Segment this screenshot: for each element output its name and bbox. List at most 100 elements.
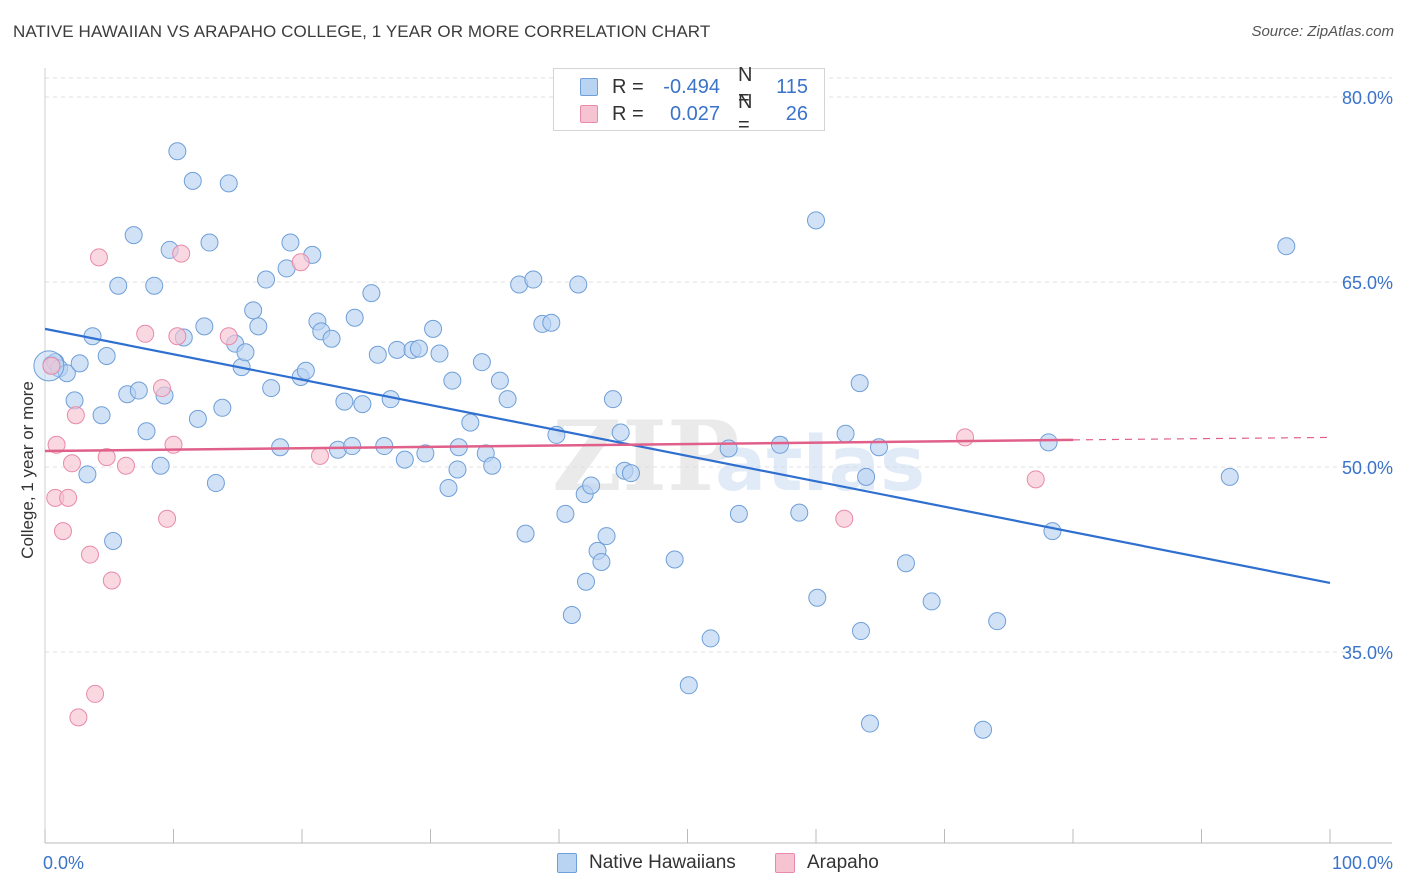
data-point	[424, 319, 443, 338]
data-point	[582, 476, 601, 495]
n-value: 26	[785, 102, 808, 125]
data-point	[183, 171, 202, 190]
arapaho-legend-swatch	[775, 853, 795, 873]
data-point	[1220, 467, 1239, 486]
data-point	[345, 308, 364, 327]
data-point	[368, 345, 387, 364]
data-point	[922, 592, 941, 611]
data-point	[136, 324, 155, 343]
data-point	[97, 347, 116, 365]
data-point	[771, 435, 790, 454]
data-point	[439, 478, 458, 497]
data-point	[562, 606, 581, 624]
y-axis-label: College, 1 year or more	[18, 381, 37, 559]
arapaho-points	[42, 244, 1045, 727]
data-point	[524, 270, 543, 289]
data-point	[291, 253, 310, 272]
data-point	[168, 327, 187, 346]
legend-label: Arapaho	[807, 852, 879, 873]
data-point	[597, 527, 616, 546]
data-point	[322, 329, 341, 348]
n-label: N =	[738, 91, 753, 136]
data-point	[988, 612, 1007, 631]
data-point	[70, 354, 89, 373]
watermark: ZIP atlas	[552, 400, 925, 513]
data-point	[262, 379, 281, 398]
data-point	[78, 465, 97, 484]
arapaho-trend-line-extrapolated	[1072, 436, 1331, 441]
data-point	[86, 684, 105, 703]
data-point	[835, 509, 854, 528]
data-point	[62, 454, 81, 473]
legend-item-native-hawaiians[interactable]: Native Hawaiians	[557, 852, 736, 874]
r-value: -0.494	[663, 75, 720, 98]
data-point	[47, 435, 66, 454]
data-point	[516, 524, 535, 543]
data-point	[790, 503, 809, 522]
data-point	[257, 270, 276, 289]
data-point	[109, 276, 128, 295]
data-point	[129, 381, 148, 400]
data-point	[483, 456, 502, 475]
data-point	[244, 301, 263, 320]
data-point	[116, 456, 135, 475]
n-value: 115	[776, 75, 808, 98]
r-label: R =	[612, 75, 644, 98]
data-point	[679, 676, 698, 695]
data-point	[443, 371, 462, 390]
data-point	[576, 572, 595, 591]
data-point	[213, 398, 232, 417]
data-point	[956, 428, 975, 447]
correlation-legend: R = -0.494 N = 115 R = 0.027 N = 26	[553, 64, 825, 136]
x-tick-label-min: 0.0%	[43, 853, 84, 873]
data-point	[430, 344, 449, 363]
data-point	[1277, 237, 1296, 256]
data-point	[168, 142, 187, 161]
x-tick-label-max: 100.0%	[1332, 853, 1393, 873]
data-point	[490, 371, 509, 390]
data-point	[556, 504, 575, 523]
data-point	[448, 460, 467, 479]
data-point	[729, 504, 748, 523]
trend-lines	[44, 327, 1331, 585]
data-point	[592, 552, 611, 571]
data-point	[80, 545, 99, 564]
data-point	[188, 409, 207, 428]
y-tick-label: 50.0%	[1342, 458, 1393, 478]
arapaho-trend-line	[44, 438, 1074, 453]
r-value: 0.027	[669, 102, 720, 125]
legend-row-native-hawaiians: R = -0.494 N = 115	[580, 64, 808, 109]
data-point	[236, 343, 255, 362]
data-point	[137, 422, 156, 441]
data-point	[104, 532, 123, 550]
data-point	[124, 226, 143, 245]
data-point	[97, 448, 116, 467]
source-label: Source: ZipAtlas.com	[1251, 23, 1394, 40]
y-tick-label: 65.0%	[1342, 273, 1393, 293]
data-point	[59, 488, 78, 507]
data-point	[808, 588, 827, 607]
data-point	[461, 413, 480, 432]
legend-row-arapaho: R = 0.027 N = 26	[580, 91, 808, 136]
data-point	[611, 423, 630, 442]
data-point	[850, 374, 869, 393]
data-point	[896, 554, 915, 573]
data-point	[102, 571, 121, 590]
data-point	[860, 714, 879, 733]
data-point	[310, 446, 329, 465]
chart-title: NATIVE HAWAIIAN VS ARAPAHO COLLEGE, 1 YE…	[13, 22, 711, 41]
data-point	[219, 174, 238, 193]
y-tick-labels: 35.0% 50.0% 65.0% 80.0%	[1342, 88, 1393, 663]
data-point	[974, 720, 993, 739]
legend-item-arapaho[interactable]: Arapaho	[775, 852, 879, 874]
data-point	[353, 395, 372, 414]
data-point	[472, 353, 491, 372]
n-label: N =	[738, 64, 753, 109]
data-point	[621, 464, 640, 483]
data-point	[665, 550, 684, 569]
arapaho-swatch	[580, 105, 598, 123]
data-point	[89, 248, 108, 267]
data-point	[53, 522, 72, 541]
data-point	[409, 339, 428, 358]
